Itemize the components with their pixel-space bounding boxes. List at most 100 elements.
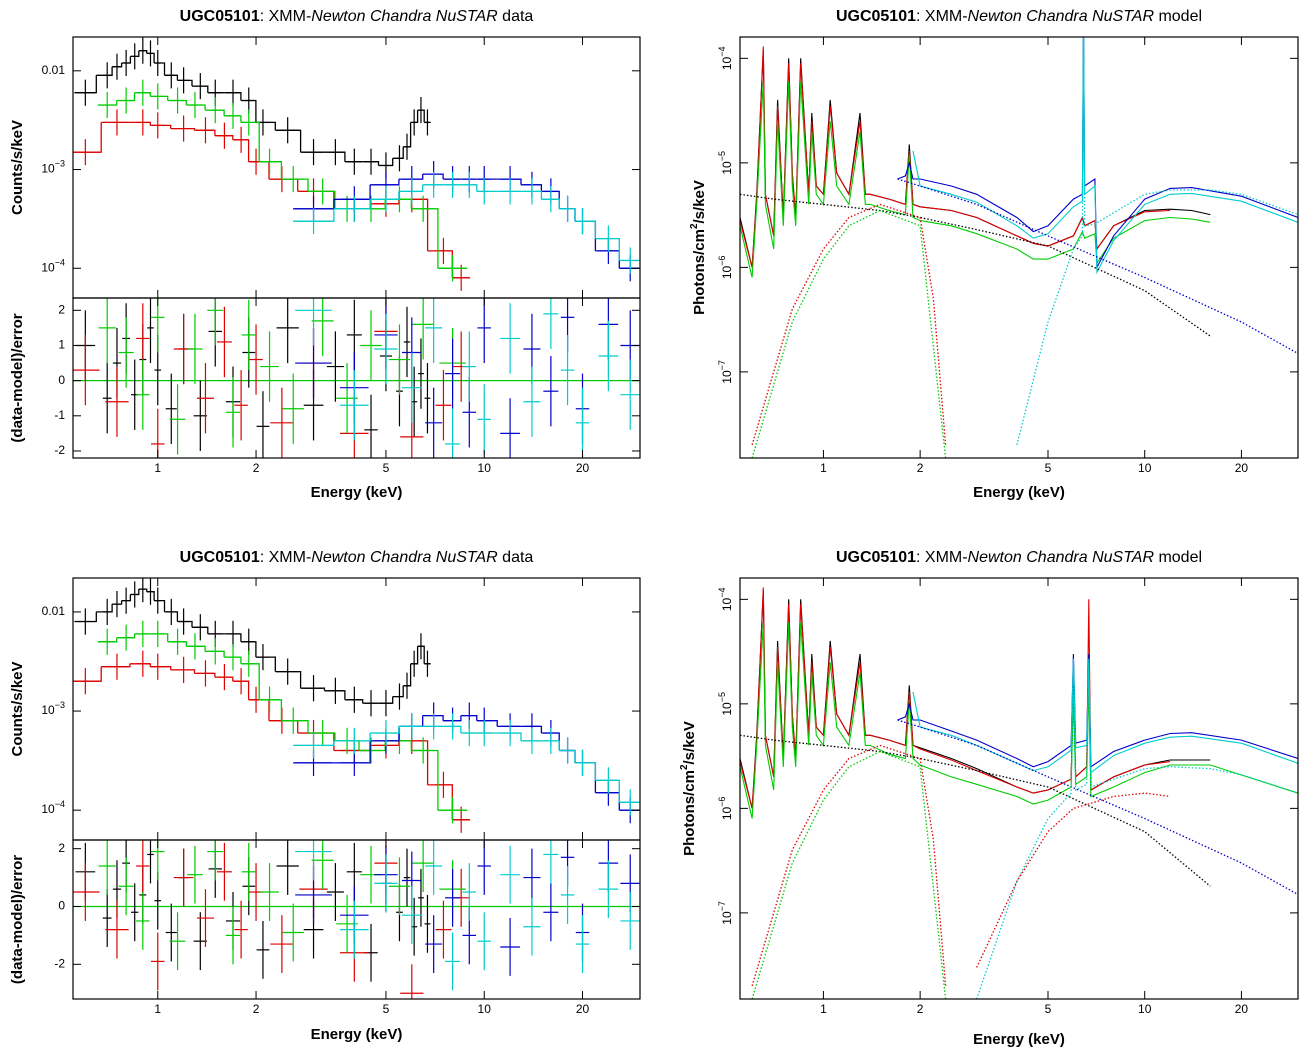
model-step <box>74 75 97 94</box>
model-step <box>232 139 250 162</box>
model-step <box>116 633 136 639</box>
component-line <box>976 792 1171 968</box>
component-line <box>1016 37 1298 446</box>
tick-base: 10 <box>720 807 734 821</box>
tick-base: 10 <box>720 597 734 611</box>
y-axis-label: (data-model)/error <box>9 313 26 442</box>
y-tick-label: 10−4 <box>41 800 65 817</box>
x-tick-label: 20 <box>576 1002 590 1016</box>
data-point <box>193 380 208 451</box>
data-point <box>136 359 150 430</box>
model-step <box>370 179 400 186</box>
model-step <box>164 611 179 622</box>
panel: UGC05101: XMM-Newton Chandra NuSTAR data… <box>9 549 641 841</box>
model-step <box>398 715 424 728</box>
data-point <box>260 331 279 402</box>
model-step <box>460 714 478 721</box>
data-point <box>424 894 431 953</box>
model-step <box>164 74 179 81</box>
model-step <box>134 92 151 97</box>
tick-exponent: −4 <box>717 588 727 598</box>
data-point <box>575 387 590 458</box>
component-line <box>751 750 947 999</box>
title-part: : XMM- <box>916 8 968 25</box>
model-line <box>912 37 1298 275</box>
title-part: Newton Chandra NuSTAR <box>311 8 498 25</box>
y-tick-label: 0 <box>58 373 65 387</box>
data-point <box>543 840 559 884</box>
x-tick-label: 20 <box>576 461 590 475</box>
data-point <box>311 298 334 357</box>
model-step <box>281 178 309 192</box>
data-point <box>207 840 224 881</box>
model-step <box>154 62 166 76</box>
tick-exponent: −3 <box>55 700 65 710</box>
model-step <box>403 122 412 148</box>
model-step <box>248 161 270 180</box>
model-line <box>740 587 1171 809</box>
y-tick-label: 10−4 <box>717 588 734 612</box>
model-step <box>255 656 276 672</box>
data-point <box>445 408 461 458</box>
data-point <box>425 298 443 364</box>
data-point <box>225 377 241 448</box>
model-step <box>73 666 102 682</box>
x-tick-label: 2 <box>253 1002 260 1016</box>
x-tick-label: 2 <box>917 461 924 475</box>
data-point <box>295 298 332 346</box>
data-point <box>424 363 431 434</box>
title-part: model <box>1154 8 1202 25</box>
chart-title: UGC05101: XMM-Newton Chandra NuSTAR data <box>180 549 534 566</box>
model-step <box>177 620 193 628</box>
title-part: Newton Chandra NuSTAR <box>311 549 498 566</box>
data-point <box>462 331 477 402</box>
data-point <box>500 918 520 976</box>
x-tick-label: 10 <box>478 1002 492 1016</box>
model-step <box>192 626 209 634</box>
tick-base: 10 <box>720 370 734 384</box>
data-point <box>364 394 378 458</box>
title-part: : XMM- <box>260 549 312 566</box>
model-line <box>897 37 1298 270</box>
data-point <box>73 334 100 406</box>
tick-exponent: −6 <box>717 797 727 807</box>
y-label-part: 2 <box>679 764 690 770</box>
model-step <box>121 56 132 64</box>
tick-exponent: −4 <box>55 258 65 268</box>
model-step <box>575 762 597 781</box>
component-line <box>976 662 1298 999</box>
plot-area <box>73 840 640 999</box>
data-point <box>154 871 162 930</box>
tick-base: 10 <box>720 702 734 716</box>
data-point <box>151 932 165 991</box>
y-tick-label: 0.01 <box>42 604 66 618</box>
data-point <box>196 889 214 947</box>
model-line <box>740 46 1171 268</box>
model-step <box>333 745 371 752</box>
model-step <box>443 725 462 733</box>
model-step <box>138 50 148 54</box>
data-point <box>388 324 411 395</box>
data-point <box>234 370 248 441</box>
data-point <box>418 868 424 927</box>
model-line <box>740 622 1298 819</box>
model-step <box>362 161 380 166</box>
data-point <box>543 298 559 349</box>
data-point <box>435 370 452 441</box>
model-step <box>324 690 346 700</box>
tick-exponent: −4 <box>717 47 727 57</box>
plot-frame <box>72 577 641 841</box>
model-step <box>422 714 444 721</box>
model-step <box>595 779 620 803</box>
data-point <box>169 384 186 455</box>
y-axis-label: Counts/s/keV <box>9 661 26 756</box>
y-label-part: 2 <box>689 223 700 229</box>
data-point <box>326 331 344 402</box>
title-part: data <box>498 8 534 25</box>
model-step <box>521 184 543 192</box>
model-step <box>150 95 169 101</box>
data-point <box>401 352 422 423</box>
model-step <box>411 749 439 811</box>
y-label-part: /s/keV <box>681 721 698 764</box>
data-point <box>216 306 232 378</box>
